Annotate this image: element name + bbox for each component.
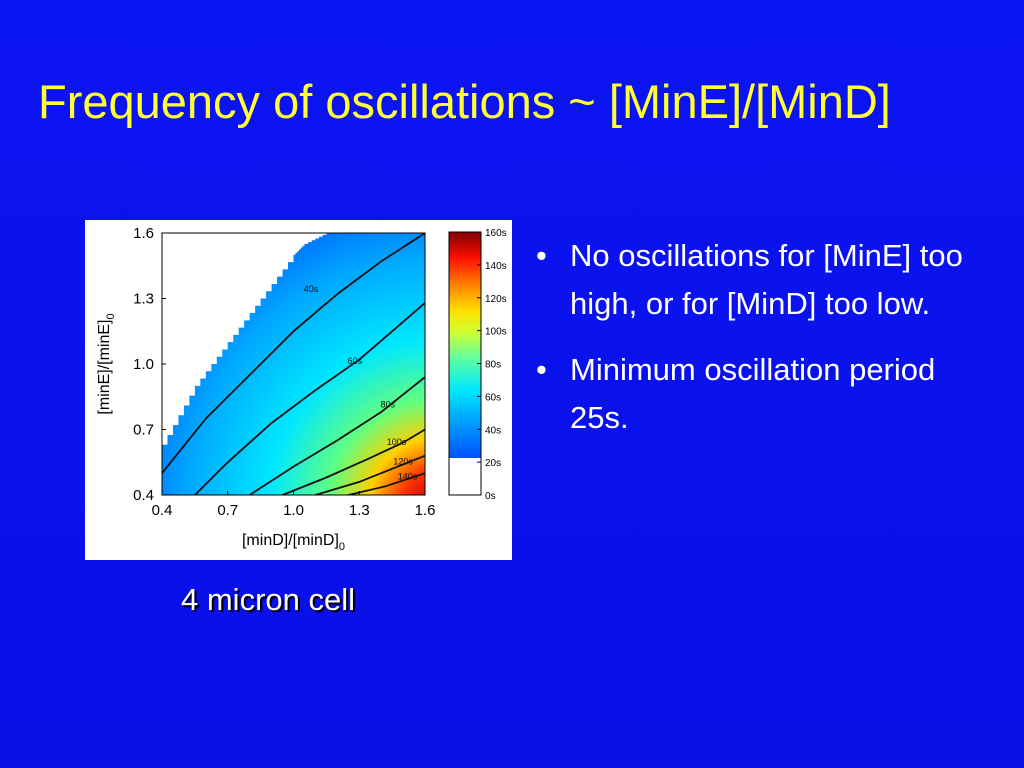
bullet-marker: •: [536, 352, 547, 387]
y-axis-label: [minE]/[minE]0: [96, 313, 117, 414]
contour-line: [249, 376, 425, 495]
colorbar-tick-label: 20s: [485, 458, 501, 469]
bullet-text: No oscillations for [MinE] too high, or …: [570, 238, 963, 321]
x-axis-label: [minD]/[minD]0: [242, 532, 345, 553]
heatmap-chart: 40s 60s 80s 100s 120s 140s 0.4 0.7 1.0 1.3 1.6 0.4…: [96, 225, 507, 553]
x-tick-label: 0.4: [152, 502, 173, 519]
contour-label: 60s: [348, 356, 363, 366]
contour-label: 120s: [393, 456, 413, 466]
contour-label: 40s: [304, 284, 319, 294]
bullet-item: • Minimum oscillation period 25s.: [536, 346, 976, 442]
colorbar-tick-label: 160s: [485, 228, 507, 239]
contour-label: 80s: [380, 400, 395, 410]
contour-line: [348, 472, 425, 495]
no-oscillation-region: [162, 233, 327, 445]
heatmap-field: 40s 60s 80s 100s 120s 140s: [162, 233, 425, 495]
y-tick-label: 0.4: [133, 487, 154, 504]
y-tick-label: 1.6: [133, 225, 154, 242]
y-axis-label-subscript: 0: [105, 313, 117, 319]
colorbar: [448, 231, 482, 496]
x-tick-label: 1.3: [349, 502, 370, 519]
colorbar-tick-label: 80s: [485, 360, 501, 371]
figure-caption: 4 micron cell: [181, 582, 355, 617]
contour-line: [194, 302, 425, 495]
y-tick-label: 1.3: [133, 291, 154, 308]
contour-line: [162, 233, 425, 474]
bullet-list: • No oscillations for [MinE] too high, o…: [536, 232, 976, 460]
x-tick-label: 1.6: [415, 502, 436, 519]
contour-line: [282, 428, 425, 495]
x-axis-label-subscript: 0: [339, 541, 345, 553]
bullet-marker: •: [536, 238, 547, 273]
colorbar-tick-label: 100s: [485, 327, 507, 338]
x-tick-label: 1.0: [283, 502, 304, 519]
x-tick-label: 0.7: [217, 502, 238, 519]
contour-label: 100s: [387, 437, 407, 447]
bullet-text: Minimum oscillation period 25s.: [570, 352, 936, 435]
colorbar-tick-label: 140s: [485, 261, 507, 272]
colorbar-tick-label: 60s: [485, 392, 501, 403]
colorbar-tick-label: 40s: [485, 425, 501, 436]
colorbar-tick-label: 0s: [485, 491, 496, 502]
bullet-item: • No oscillations for [MinE] too high, o…: [536, 232, 976, 328]
y-tick-label: 1.0: [133, 356, 154, 373]
contour-line: [315, 454, 425, 495]
slide-title: Frequency of oscillations ~ [MinE]/[MinD…: [38, 75, 891, 128]
colorbar-tick-label: 120s: [485, 294, 507, 305]
y-tick-label: 0.7: [133, 422, 154, 439]
contour-label: 140s: [398, 472, 418, 482]
heatmap-figure: 40s 60s 80s 100s 120s 140s 0.4 0.7 1.0 1.3 1.6 0.4…: [85, 220, 512, 560]
